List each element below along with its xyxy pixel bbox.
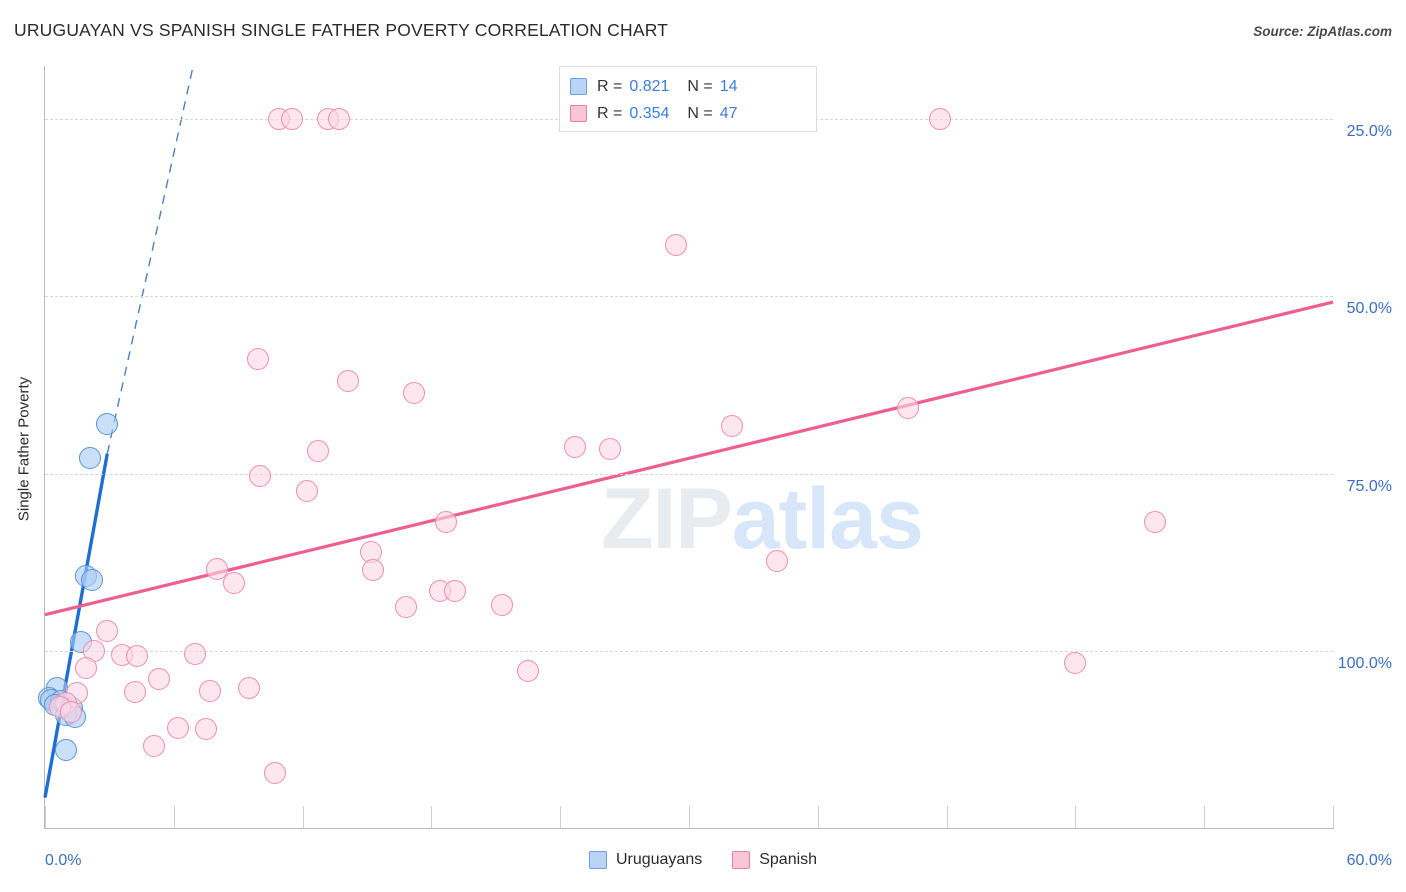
y-axis-title-label: Single Father Poverty <box>15 376 33 522</box>
gridline-y <box>45 473 1333 475</box>
data-point-spanish[interactable] <box>444 579 466 602</box>
data-point-uruguayans[interactable] <box>81 568 104 591</box>
x-axis-tick <box>45 806 46 828</box>
series-legend: Uruguayans Spanish <box>0 851 1406 869</box>
data-point-spanish[interactable] <box>665 233 688 256</box>
data-point-spanish[interactable] <box>929 108 952 131</box>
data-point-spanish[interactable] <box>295 479 318 502</box>
x-axis-min-label: 0.0% <box>45 852 82 869</box>
x-axis-line <box>44 828 1334 829</box>
r-value-uruguayans: 0.821 <box>629 77 670 95</box>
plot-area: ZIPatlas <box>38 65 1334 828</box>
data-point-spanish[interactable] <box>336 369 359 392</box>
legend-label-uruguayans: Uruguayans <box>615 851 703 868</box>
data-point-spanish[interactable] <box>124 680 147 703</box>
data-point-spanish[interactable] <box>362 558 385 581</box>
r-value-spanish: 0.354 <box>629 104 670 122</box>
x-axis-tick <box>1075 806 1077 828</box>
legend-item-spanish[interactable]: Spanish <box>732 851 817 869</box>
data-point-uruguayans[interactable] <box>96 412 119 435</box>
legend-item-uruguayans[interactable]: Uruguayans <box>588 851 703 869</box>
data-point-spanish[interactable] <box>263 761 286 784</box>
n-value-spanish: 47 <box>719 104 738 122</box>
trend-lines-layer <box>43 65 1334 798</box>
data-point-spanish[interactable] <box>96 619 119 642</box>
x-axis-max-label: 60.0% <box>1346 852 1392 869</box>
data-point-spanish[interactable] <box>720 415 743 438</box>
y-axis-tick-label: 25.0% <box>1346 123 1392 141</box>
data-point-spanish[interactable] <box>280 108 303 131</box>
stats-row-spanish: R = 0.354 N = 47 <box>570 100 806 127</box>
data-point-spanish[interactable] <box>205 557 228 580</box>
data-point-spanish[interactable] <box>126 645 149 668</box>
correlation-stats-box: R = 0.821 N = 14 R = 0.354 N = 47 <box>559 66 817 132</box>
legend-label-spanish: Spanish <box>759 851 818 868</box>
data-point-spanish[interactable] <box>143 734 166 757</box>
data-point-spanish[interactable] <box>403 382 426 405</box>
y-axis-tick-label: 100.0% <box>1337 654 1392 672</box>
data-point-spanish[interactable] <box>306 439 329 462</box>
data-point-spanish[interactable] <box>564 436 587 459</box>
data-point-spanish[interactable] <box>491 593 514 616</box>
series-swatch-uruguayans <box>570 78 587 95</box>
data-point-spanish[interactable] <box>435 510 458 533</box>
data-point-spanish[interactable] <box>167 717 190 740</box>
data-point-spanish[interactable] <box>517 660 539 683</box>
data-point-spanish[interactable] <box>59 700 82 723</box>
data-point-spanish[interactable] <box>896 397 919 420</box>
x-axis-tick <box>173 806 175 828</box>
x-axis-tick <box>689 806 690 828</box>
data-point-spanish[interactable] <box>199 680 222 703</box>
data-point-spanish[interactable] <box>394 595 417 618</box>
data-point-spanish[interactable] <box>598 437 621 460</box>
r-label-uruguayans: R = <box>597 77 623 95</box>
y-axis-tick-label: 75.0% <box>1346 477 1392 495</box>
x-axis-tick <box>560 806 562 828</box>
data-point-spanish[interactable] <box>222 571 245 594</box>
n-label-spanish: N = <box>687 104 713 122</box>
data-point-spanish[interactable] <box>184 642 207 665</box>
x-axis-tick <box>1333 806 1334 828</box>
n-value-uruguayans: 14 <box>719 77 738 95</box>
page-title: URUGUAYAN VS SPANISH SINGLE FATHER POVER… <box>14 20 669 40</box>
gridline-y <box>45 650 1333 652</box>
data-point-spanish[interactable] <box>246 347 269 370</box>
source-attribution: Source: ZipAtlas.com <box>1253 24 1392 39</box>
data-point-spanish[interactable] <box>237 677 260 700</box>
trend-line-uruguayans <box>43 453 109 798</box>
x-axis-tick <box>431 806 433 828</box>
data-point-spanish[interactable] <box>328 108 351 131</box>
data-point-spanish[interactable] <box>248 464 271 487</box>
trend-line-spanish <box>44 300 1334 617</box>
y-axis-line <box>44 66 45 829</box>
data-point-uruguayans[interactable] <box>55 739 78 762</box>
series-swatch-spanish <box>570 105 587 122</box>
data-point-uruguayans[interactable] <box>79 446 102 469</box>
x-axis-tick <box>1204 806 1206 828</box>
stats-row-uruguayans: R = 0.821 N = 14 <box>570 73 806 100</box>
legend-swatch-uruguayans <box>588 851 607 869</box>
data-point-spanish[interactable] <box>1143 511 1166 534</box>
data-point-spanish[interactable] <box>195 717 217 740</box>
data-point-spanish[interactable] <box>766 549 788 572</box>
r-label-spanish: R = <box>597 104 623 122</box>
data-point-spanish[interactable] <box>147 668 170 691</box>
y-axis-title: Single Father Poverty <box>14 329 34 569</box>
data-point-spanish[interactable] <box>74 656 97 679</box>
x-axis-tick <box>817 806 819 828</box>
y-axis-tick-label: 50.0% <box>1346 300 1392 318</box>
x-axis-tick <box>946 806 948 828</box>
gridline-y <box>45 296 1333 298</box>
x-axis-tick <box>302 806 304 828</box>
data-point-spanish[interactable] <box>1064 651 1087 674</box>
n-label-uruguayans: N = <box>687 77 713 95</box>
legend-swatch-spanish <box>732 851 751 869</box>
trend-line-extension-uruguayans <box>106 65 194 454</box>
